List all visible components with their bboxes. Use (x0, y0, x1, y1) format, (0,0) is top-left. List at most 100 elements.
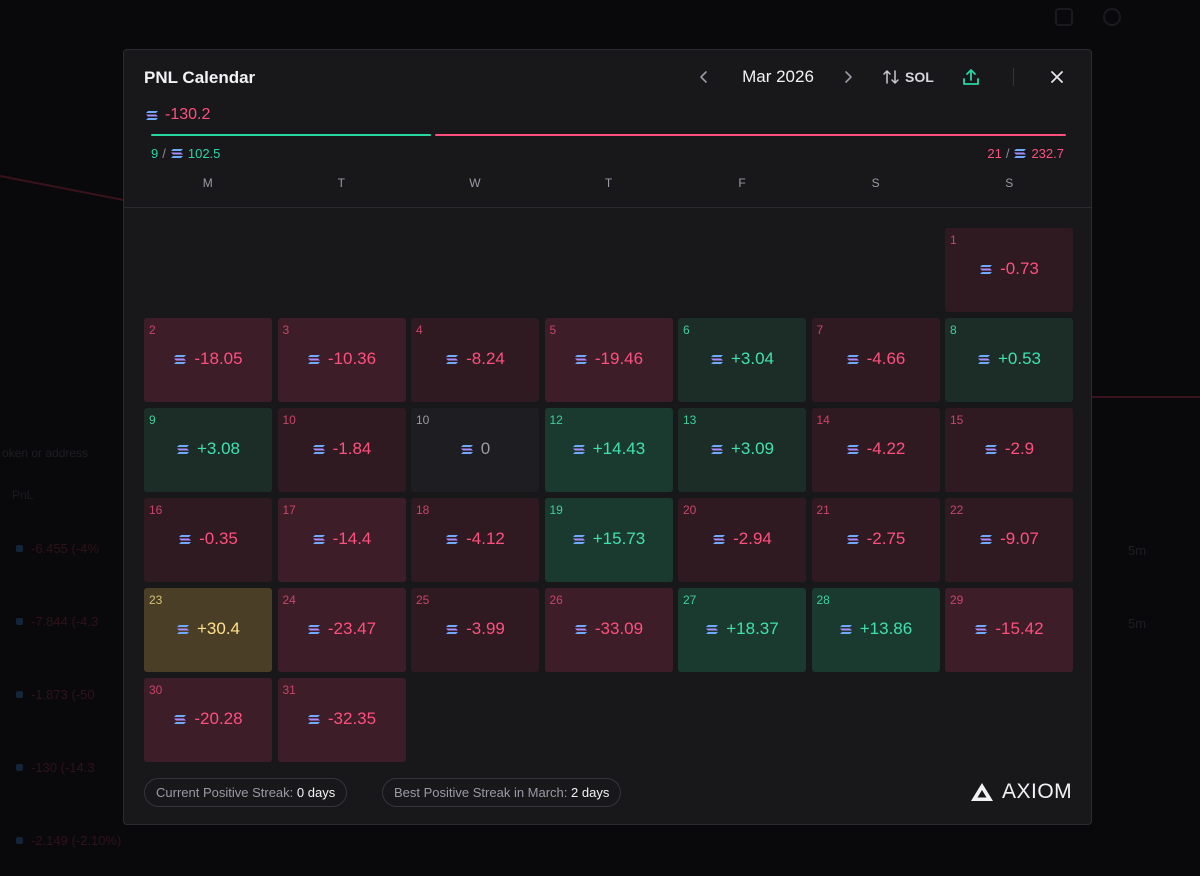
day-number: 19 (549, 503, 563, 517)
solana-icon (174, 714, 187, 724)
day-pnl-value: -2.9 (1004, 439, 1035, 458)
day-pnl-value: +3.08 (196, 439, 240, 458)
calendar-day-cell[interactable]: 27 +18.37 (678, 588, 806, 672)
weekday-label: M (202, 176, 213, 190)
day-pnl-value: -8.24 (466, 349, 505, 368)
export-button[interactable] (960, 66, 982, 88)
calendar-day-cell[interactable]: 31 -32.35 (277, 678, 406, 762)
solana-icon (170, 149, 183, 158)
day-pnl-value: -10.36 (327, 349, 377, 368)
solana-icon (176, 624, 189, 634)
calendar-day-cell[interactable]: 13 +3.09 (678, 408, 806, 492)
calendar-day-cell[interactable]: 18 -4.12 (411, 498, 539, 582)
calendar-day-cell[interactable]: 15 -2.9 (945, 408, 1073, 492)
best-streak-value: 2 days (571, 785, 610, 800)
loss-amount: 232.7 (1031, 146, 1064, 161)
calendar-day-cell[interactable]: 30 -20.28 (144, 678, 272, 762)
day-number: 29 (950, 593, 964, 607)
total-pnl-value: -130.2 (165, 106, 211, 123)
bg-row: -6.455 (-4% (16, 541, 99, 556)
bg-row: -7.844 (-4.3 (16, 614, 98, 629)
calendar-day-cell[interactable]: 4 -8.24 (411, 318, 539, 402)
calendar-day-cell[interactable]: 19 +15.73 (544, 498, 673, 582)
currency-toggle-button[interactable]: SOL (882, 66, 934, 88)
calendar-empty-cell (812, 228, 940, 312)
day-number: 20 (683, 503, 697, 517)
prev-month-button[interactable] (693, 66, 715, 88)
calendar-day-cell[interactable]: 22 -9.07 (945, 498, 1073, 582)
calendar-empty-cell (144, 228, 272, 312)
close-button[interactable] (1046, 66, 1068, 88)
solana-icon (446, 534, 459, 544)
header-divider (1013, 68, 1014, 86)
day-pnl: -2.9 (945, 439, 1073, 459)
calendar-day-cell[interactable]: 1 -0.73 (945, 228, 1073, 312)
close-icon (1051, 71, 1063, 83)
day-pnl-value: -0.73 (1000, 259, 1039, 278)
day-number: 3 (282, 323, 290, 337)
day-pnl: -33.09 (545, 619, 673, 639)
day-number: 18 (416, 503, 430, 517)
calendar-day-cell[interactable]: 12 +14.43 (544, 408, 673, 492)
calendar-day-cell[interactable]: 23 +30.4 (144, 588, 272, 672)
day-pnl: -14.4 (278, 529, 406, 549)
bg-time: 5m (1128, 543, 1147, 558)
calendar-empty-cell (545, 228, 673, 312)
solana-icon (572, 444, 585, 454)
calendar-day-cell[interactable]: 24 -23.47 (277, 588, 406, 672)
day-pnl: -0.35 (144, 529, 272, 549)
day-pnl: -0.73 (945, 259, 1073, 279)
calendar-day-cell[interactable]: 10 0 (411, 408, 539, 492)
day-pnl-value: -0.35 (199, 529, 238, 548)
day-pnl: +3.09 (678, 439, 806, 459)
current-streak-chip: Current Positive Streak: 0 days (144, 778, 348, 807)
day-pnl: 0 (411, 439, 539, 459)
calendar-day-cell[interactable]: 26 -33.09 (544, 588, 673, 672)
day-pnl-value: -33.09 (594, 619, 644, 638)
calendar-day-cell[interactable]: 21 -2.75 (811, 498, 940, 582)
solana-icon (846, 354, 859, 364)
day-pnl: +3.08 (144, 439, 272, 459)
calendar-day-cell[interactable]: 2 -18.05 (144, 318, 272, 402)
calendar-day-cell[interactable]: 16 -0.35 (144, 498, 272, 582)
day-pnl: -20.28 (144, 709, 272, 729)
solana-icon (846, 444, 859, 454)
calendar-day-cell[interactable]: 14 -4.22 (811, 408, 940, 492)
calendar-day-cell[interactable]: 7 -4.66 (811, 318, 940, 402)
bg-row: -130 (-14.3 (16, 760, 95, 775)
chevron-left-icon (700, 71, 707, 83)
calendar-day-cell[interactable]: 9 +3.08 (144, 408, 272, 492)
calendar-day-cell[interactable]: 17 -14.4 (277, 498, 406, 582)
calendar-day-cell[interactable]: 3 -10.36 (277, 318, 406, 402)
day-pnl-value: -4.22 (866, 439, 906, 458)
next-month-button[interactable] (837, 66, 859, 88)
calendar-day-cell[interactable]: 29 -15.42 (945, 588, 1073, 672)
calendar-day-cell[interactable]: 20 -2.94 (678, 498, 806, 582)
calendar-day-cell[interactable]: 5 -19.46 (544, 318, 673, 402)
weekday-header: M T W T F S S (144, 176, 1073, 190)
solana-icon (179, 534, 192, 544)
solana-icon (706, 624, 719, 634)
solana-icon (572, 534, 585, 544)
day-pnl: -3.99 (411, 619, 539, 639)
day-pnl: -23.47 (278, 619, 406, 639)
day-number: 22 (950, 503, 964, 517)
calendar-day-cell[interactable]: 6 +3.04 (678, 318, 806, 402)
modal-header: PNL Calendar Mar 2026 SOL (124, 50, 1091, 106)
day-pnl: -2.75 (812, 529, 940, 549)
calendar-day-cell[interactable]: 10 -1.84 (277, 408, 406, 492)
day-pnl: +18.37 (678, 619, 806, 639)
calendar-day-cell[interactable]: 25 -3.99 (411, 588, 539, 672)
calendar-day-cell[interactable]: 8 +0.53 (945, 318, 1073, 402)
day-pnl-value: -4.66 (866, 349, 906, 368)
brand-name: AXIOM (1002, 780, 1073, 803)
day-pnl-value: +0.53 (997, 349, 1041, 368)
day-pnl-value: -19.46 (594, 349, 644, 368)
solana-icon (307, 624, 320, 634)
calendar-day-cell[interactable]: 28 +13.86 (811, 588, 940, 672)
day-pnl-value: +14.43 (592, 439, 646, 458)
solana-icon (574, 624, 587, 634)
solana-icon (460, 444, 473, 454)
day-pnl: -1.84 (278, 439, 406, 459)
day-pnl-value: -20.28 (194, 709, 243, 728)
